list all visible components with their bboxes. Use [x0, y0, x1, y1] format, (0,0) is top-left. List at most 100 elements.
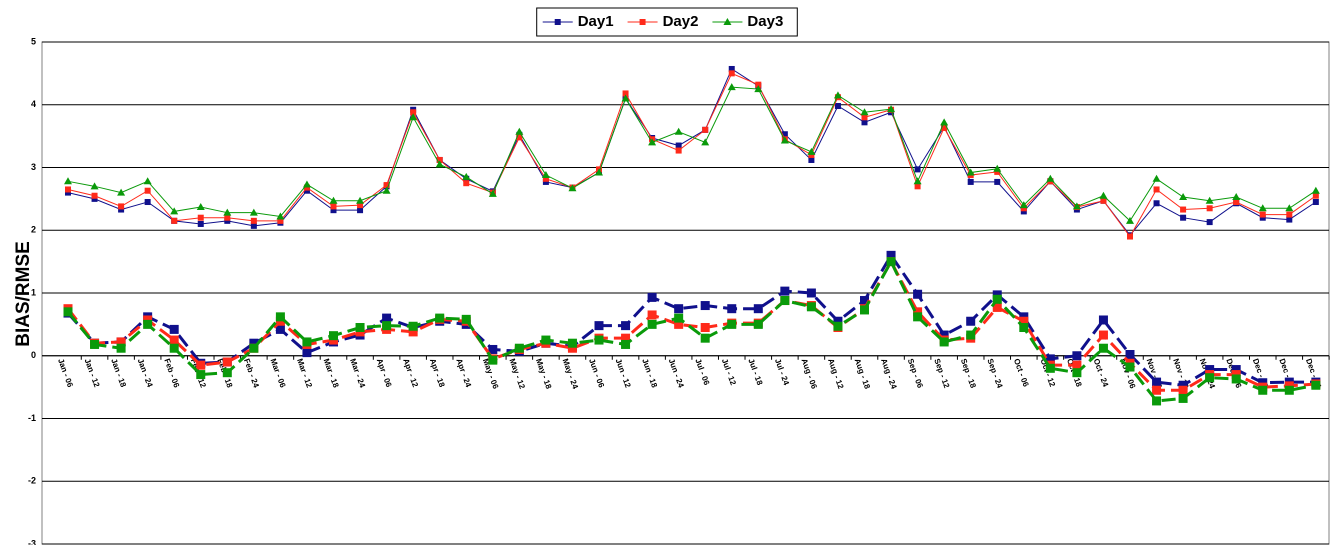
point [63, 307, 73, 317]
point [170, 207, 179, 215]
point [860, 108, 869, 116]
point [196, 370, 206, 380]
point [118, 206, 125, 213]
point [196, 203, 205, 211]
point [1045, 354, 1055, 364]
point [1258, 385, 1268, 395]
point [755, 81, 762, 88]
point [250, 222, 257, 229]
line [66, 252, 1316, 387]
point [674, 127, 683, 135]
point [541, 335, 551, 345]
point [408, 321, 418, 331]
point [913, 312, 923, 322]
point [647, 292, 657, 302]
point [410, 109, 417, 116]
point [595, 168, 603, 176]
point [1020, 208, 1027, 215]
point [966, 330, 976, 340]
point [780, 136, 789, 144]
point [516, 134, 523, 141]
point [514, 343, 524, 353]
y-tick-label: -2 [28, 476, 36, 486]
point [249, 208, 258, 216]
point [515, 127, 524, 135]
point [941, 124, 948, 131]
point [939, 337, 949, 347]
point [1232, 192, 1241, 200]
point [833, 91, 842, 99]
legend-box [536, 7, 798, 37]
point [674, 313, 684, 323]
point [436, 156, 443, 163]
point [90, 339, 100, 349]
y-tick-label: 1 [31, 287, 36, 297]
legend-item: Day3 [712, 13, 783, 30]
point [675, 147, 682, 154]
y-tick-label: 5 [31, 36, 36, 46]
point [1126, 216, 1134, 224]
point [169, 335, 179, 345]
point [382, 321, 392, 331]
point [914, 183, 921, 190]
point [567, 338, 577, 348]
point [639, 19, 646, 25]
point [1285, 204, 1294, 212]
point [1284, 385, 1294, 395]
point [355, 323, 365, 333]
point [621, 339, 631, 349]
point [621, 321, 631, 331]
point [700, 323, 710, 333]
point [728, 70, 735, 77]
point [116, 337, 126, 347]
legend-label: Day3 [747, 13, 783, 30]
point [1312, 192, 1319, 199]
point [356, 196, 365, 204]
point [913, 307, 923, 317]
point [647, 310, 657, 320]
point [249, 343, 259, 353]
point [1206, 219, 1213, 226]
point [728, 65, 735, 72]
y-axis-label: BIAS/RMSE [13, 241, 34, 347]
point [65, 189, 71, 196]
point [913, 289, 923, 299]
point [1152, 174, 1161, 182]
point [1178, 393, 1188, 403]
point [1205, 373, 1215, 383]
point [435, 313, 445, 323]
point [275, 324, 285, 334]
point [806, 288, 816, 298]
point [383, 182, 390, 189]
point [116, 343, 126, 353]
point [967, 178, 974, 185]
point [1311, 186, 1320, 194]
point [171, 217, 178, 224]
point [541, 171, 550, 179]
point [727, 304, 737, 314]
point [303, 184, 310, 191]
point [357, 202, 364, 209]
point [807, 147, 816, 155]
point [1098, 330, 1108, 340]
point [408, 327, 418, 337]
line [67, 86, 1317, 222]
point [1258, 204, 1267, 212]
point [196, 360, 206, 370]
point [1020, 205, 1027, 212]
point [754, 85, 763, 93]
point [90, 182, 99, 190]
point [224, 214, 231, 221]
point [554, 19, 561, 25]
point [330, 207, 337, 214]
point [1153, 186, 1160, 193]
point [1019, 201, 1028, 209]
point [808, 156, 815, 163]
point [303, 187, 310, 194]
point [1312, 199, 1319, 206]
point [1180, 214, 1187, 221]
point [727, 83, 736, 91]
point [1072, 202, 1081, 210]
point [250, 217, 257, 224]
point [966, 316, 976, 326]
